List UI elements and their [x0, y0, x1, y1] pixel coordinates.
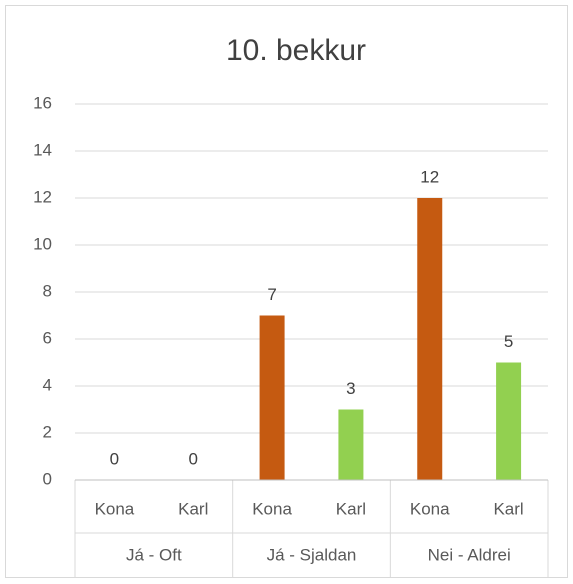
data-label: 0: [189, 449, 198, 468]
y-tick-label: 10: [33, 234, 52, 253]
bar: [496, 362, 522, 480]
y-tick-label: 0: [43, 469, 52, 488]
data-label: 5: [504, 332, 513, 351]
y-tick-label: 14: [33, 140, 52, 159]
bar: [417, 198, 443, 480]
y-tick-label: 12: [33, 187, 52, 206]
y-tick-label: 4: [43, 375, 52, 394]
x-tick-label: Kona: [252, 499, 292, 518]
x-tick-label: Kona: [410, 499, 450, 518]
bar: [338, 409, 364, 480]
y-tick-label: 6: [43, 328, 52, 347]
data-label: 12: [420, 167, 439, 186]
data-label: 0: [110, 449, 119, 468]
bar: [259, 315, 285, 480]
data-label: 7: [267, 285, 276, 304]
group-label: Nei - Aldrei: [428, 545, 511, 564]
y-tick-label: 2: [43, 422, 52, 441]
group-label: Já - Sjaldan: [267, 545, 357, 564]
x-tick-label: Kona: [95, 499, 135, 518]
x-tick-label: Karl: [493, 499, 523, 518]
group-label: Já - Oft: [126, 545, 182, 564]
y-tick-label: 16: [33, 93, 52, 112]
x-tick-label: Karl: [178, 499, 208, 518]
data-label: 3: [346, 379, 355, 398]
x-tick-label: Karl: [336, 499, 366, 518]
chart-title: 10. bekkur: [226, 34, 366, 67]
y-tick-label: 8: [43, 281, 52, 300]
